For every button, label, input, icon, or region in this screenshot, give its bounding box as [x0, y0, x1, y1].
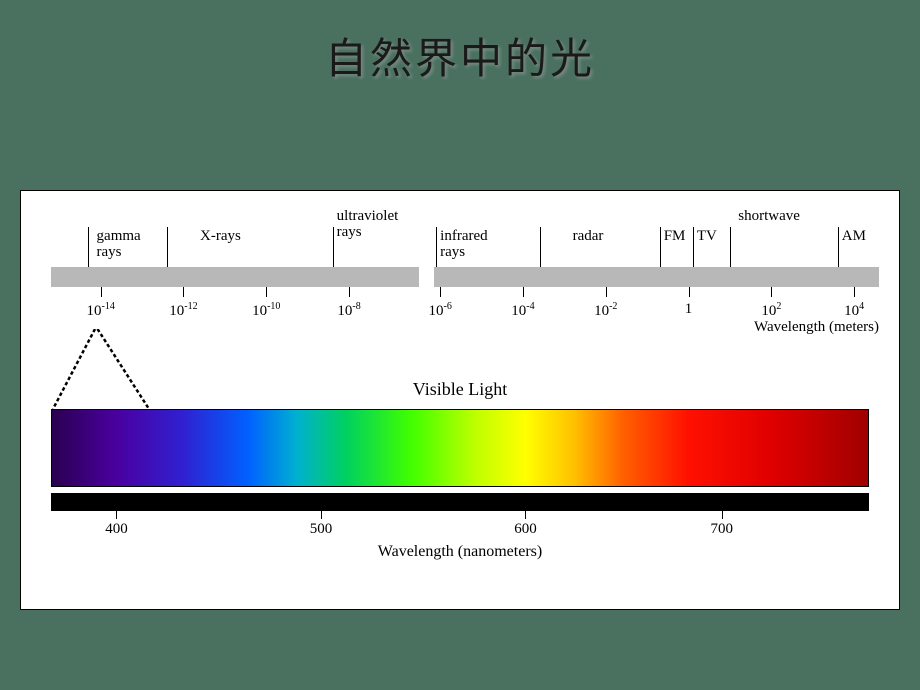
- em-wavelength-tick: [606, 287, 607, 297]
- visible-wavelength-tick: [321, 511, 322, 519]
- em-wavelength-label: 1: [685, 301, 693, 318]
- slide: 自然界中的光 gamma rays X-rays ultraviolet rays i…: [0, 0, 920, 690]
- em-band-label: FM: [664, 229, 686, 245]
- em-band-tick: [167, 227, 168, 267]
- em-wavelength-tick: [349, 287, 350, 297]
- em-band-tick: [660, 227, 661, 267]
- visible-spectrum-gradient: [51, 409, 869, 487]
- em-band-tick: [436, 227, 437, 267]
- em-wavelength-tick: [523, 287, 524, 297]
- visible-wavelength-tick: [722, 511, 723, 519]
- em-wavelength-tick: [101, 287, 102, 297]
- em-band-label: TV: [697, 229, 717, 245]
- visible-light-title: Visible Light: [31, 379, 889, 400]
- em-wavelength-label: 10-2: [594, 301, 617, 320]
- visible-spectrum-region: 400 500 600 700 Wavelength (nanometers): [51, 409, 869, 589]
- em-band-label: shortwave: [738, 209, 800, 225]
- visible-wavelength-label: 600: [514, 521, 537, 538]
- em-wavelength-label: 104: [844, 301, 864, 320]
- em-spectrum-region: gamma rays X-rays ultraviolet rays infrared…: [51, 207, 879, 327]
- em-band-label: X-rays: [200, 229, 241, 245]
- em-band-label: infrared rays: [440, 229, 487, 261]
- visible-wavelength-label: 700: [711, 521, 734, 538]
- em-bar-gap: [419, 265, 434, 289]
- em-wavelength-label: 10-14: [87, 301, 115, 320]
- em-wavelength-tick: [771, 287, 772, 297]
- em-band-tick: [333, 227, 334, 267]
- slide-title: 自然界中的光: [0, 25, 920, 86]
- visible-wavelength-tick: [525, 511, 526, 519]
- visible-spectrum-black-bar: [51, 493, 869, 511]
- em-band-tick: [88, 227, 89, 267]
- em-wavelength-tick: [854, 287, 855, 297]
- em-wavelength-label: 102: [761, 301, 781, 320]
- em-band-tick: [838, 227, 839, 267]
- em-wavelength-label: 10-4: [511, 301, 534, 320]
- em-wavelength-label: 10-8: [337, 301, 360, 320]
- em-band-label: ultraviolet rays: [337, 209, 399, 241]
- em-wavelength-label: 10-10: [252, 301, 280, 320]
- em-wavelength-tick: [689, 287, 690, 297]
- visible-axis-label: Wavelength (nanometers): [51, 543, 869, 561]
- em-wavelength-tick: [266, 287, 267, 297]
- em-band-tick: [540, 227, 541, 267]
- visible-wavelength-label: 400: [105, 521, 128, 538]
- em-band-label: AM: [842, 229, 866, 245]
- visible-wavelength-tick: [116, 511, 117, 519]
- em-bar: [51, 267, 879, 287]
- em-diagram: gamma rays X-rays ultraviolet rays infrared…: [20, 190, 900, 610]
- em-axis-label: Wavelength (meters): [754, 319, 879, 336]
- em-wavelength-label: 10-6: [428, 301, 451, 320]
- visible-wavelength-label: 500: [310, 521, 333, 538]
- em-band-label: radar: [573, 229, 604, 245]
- em-wavelength-tick: [440, 287, 441, 297]
- em-wavelength-label: 10-12: [169, 301, 197, 320]
- em-band-label: gamma rays: [97, 229, 141, 261]
- em-band-tick: [730, 227, 731, 267]
- em-band-tick: [693, 227, 694, 267]
- em-wavelength-tick: [183, 287, 184, 297]
